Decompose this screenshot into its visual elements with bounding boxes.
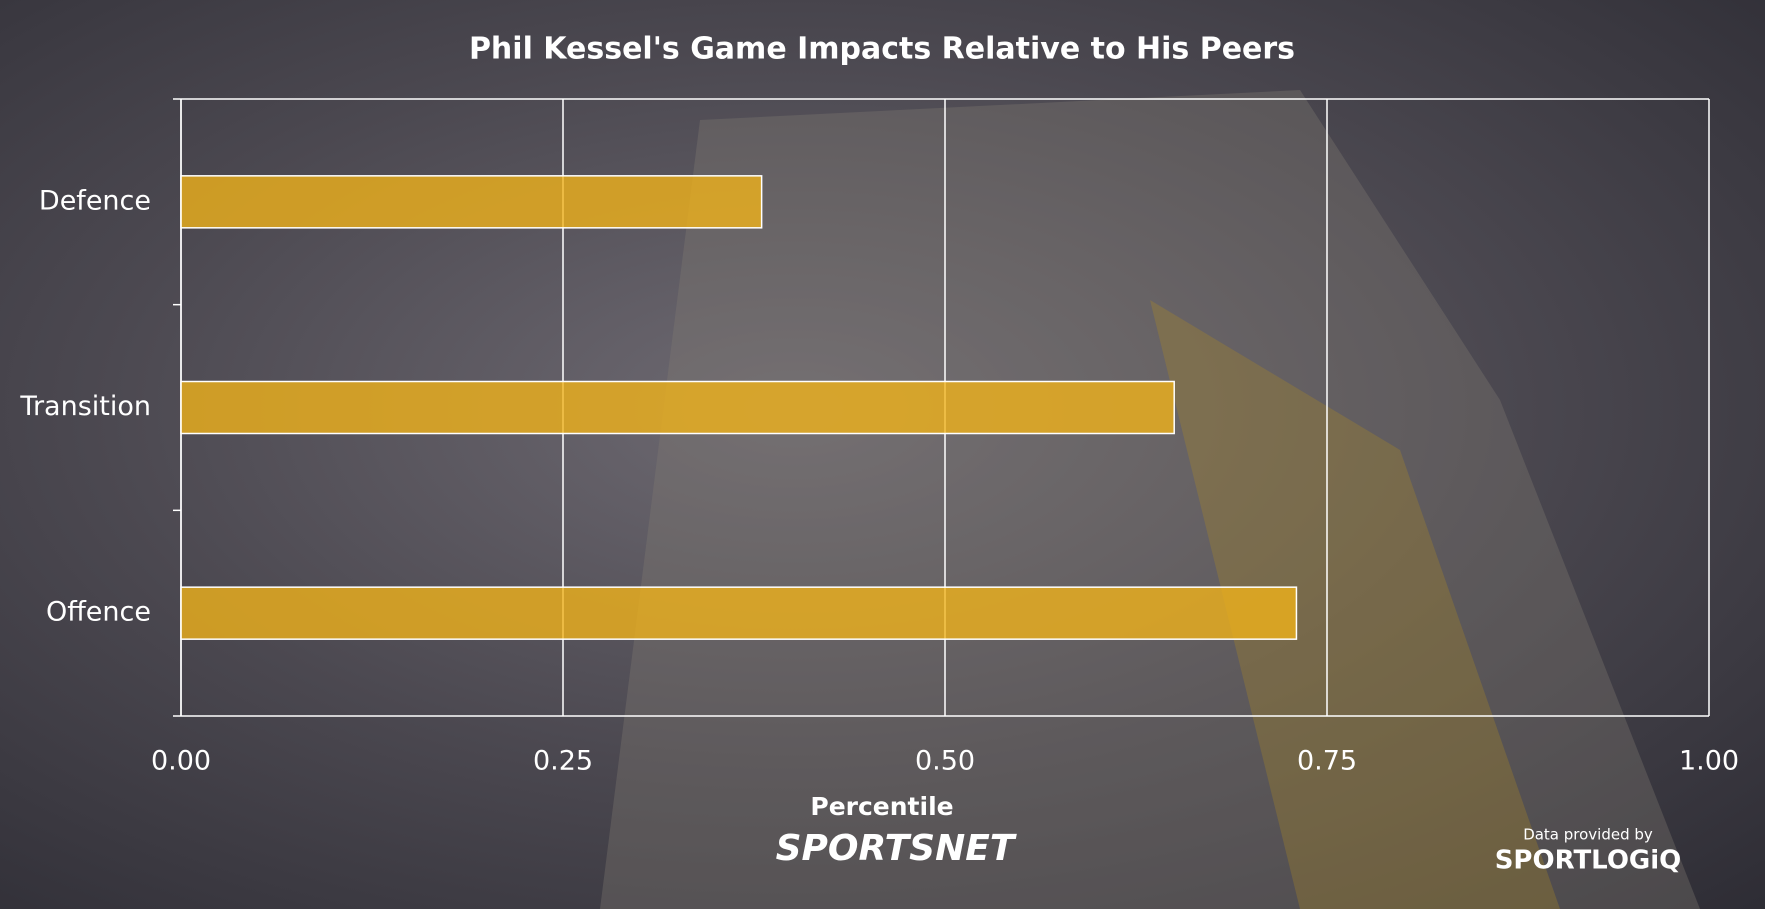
y-tick-label: Defence (39, 185, 151, 216)
bar (180, 586, 1298, 640)
credit-logo: SPORTLOGiQ (1495, 846, 1682, 876)
x-axis-label: Percentile (810, 792, 953, 821)
credit: Data provided by (1523, 826, 1653, 844)
bar (180, 380, 1175, 435)
x-tick-label: 0.25 (533, 746, 593, 777)
x-tick-label: 0.75 (1297, 746, 1357, 777)
logo: SPORTSNET (776, 828, 1017, 869)
chart-title: Phil Kessel's Game Impacts Relative to H… (469, 32, 1295, 67)
y-tick-label: Offence (46, 597, 151, 628)
x-tick-label: 1.00 (1679, 746, 1739, 777)
photo-shape (600, 90, 1700, 909)
bar (180, 175, 763, 229)
x-tick-label: 0.50 (915, 746, 975, 777)
x-tick-label: 0.00 (151, 746, 211, 777)
photo-shape (1150, 300, 1560, 909)
y-tick-label: Transition (19, 391, 151, 422)
